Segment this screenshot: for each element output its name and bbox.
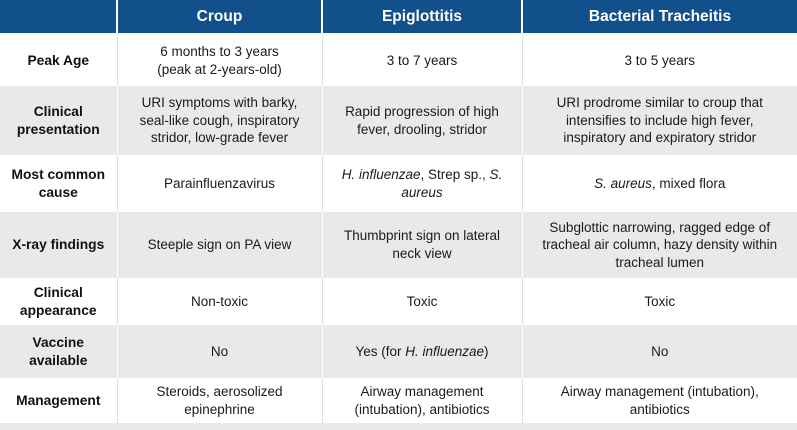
table-row: Most common cause Parainfluenzavirus H. … [0, 155, 797, 212]
cell-peak-age-epiglottitis: 3 to 7 years [321, 34, 522, 86]
row-label-clinical-presentation: Clinical presentation [16, 104, 100, 137]
cell-xray-findings-epiglottitis: Thumbprint sign on lateral neck view [321, 212, 522, 278]
table-row: Peak Age 6 months to 3 years (peak at 2-… [0, 34, 797, 86]
cell-management-epiglottitis: Airway management (intubation), antibiot… [321, 378, 522, 423]
cell-most-common-cause-croup: Parainfluenzavirus [116, 155, 322, 212]
cell-vaccine-available-bacterial-tracheitis: No [521, 325, 797, 378]
row-label-clinical-appearance: Clinical appearance [19, 285, 97, 318]
row-label-vaccine-available: Vaccine available [29, 335, 88, 368]
table-header-row: Croup Epiglottitis Bacterial Tracheitis [0, 0, 797, 35]
table-bottom-margin [0, 423, 797, 430]
row-label-xray-findings: X-ray findings [12, 237, 105, 253]
cell-most-common-cause-epiglottitis: H. influenzae, Strep sp., S. aureus [321, 155, 522, 212]
cell-xray-findings-croup: Steeple sign on PA view [116, 212, 322, 278]
column-header-epiglottitis: Epiglottitis [321, 0, 522, 35]
table-row: Management Steroids, aerosolized epineph… [0, 378, 797, 423]
row-label-management: Management [16, 392, 101, 408]
table-row: Clinical presentation URI symptoms with … [0, 86, 797, 155]
column-header-blank [0, 0, 117, 35]
cell-clinical-appearance-epiglottitis: Toxic [321, 278, 522, 325]
table-row: X-ray findings Steeple sign on PA view T… [0, 212, 797, 278]
cell-vaccine-available-croup: No [116, 325, 322, 378]
cell-clinical-appearance-bacterial-tracheitis: Toxic [521, 278, 797, 325]
column-header-croup: Croup [116, 0, 322, 35]
cell-management-bacterial-tracheitis: Airway management (intubation), antibiot… [521, 378, 797, 423]
cell-xray-findings-bacterial-tracheitis: Subglottic narrowing, ragged edge of tra… [521, 212, 797, 278]
cell-management-croup: Steroids, aerosolized epinephrine [116, 378, 322, 423]
cell-most-common-cause-bacterial-tracheitis: S. aureus, mixed flora [521, 155, 797, 212]
cell-vaccine-available-epiglottitis: Yes (for H. influenzae) [321, 325, 522, 378]
row-label-peak-age: Peak Age [27, 52, 90, 68]
cell-peak-age-croup: 6 months to 3 years (peak at 2-years-old… [116, 34, 322, 86]
cell-clinical-appearance-croup: Non-toxic [116, 278, 322, 325]
cell-clinical-presentation-croup: URI symptoms with barky, seal-like cough… [116, 86, 322, 155]
cell-peak-age-bacterial-tracheitis: 3 to 5 years [521, 34, 797, 86]
column-header-bacterial-tracheitis: Bacterial Tracheitis [521, 0, 797, 35]
row-label-most-common-cause: Most common cause [11, 167, 105, 200]
cell-clinical-presentation-bacterial-tracheitis: URI prodrome similar to croup that inten… [521, 86, 797, 155]
cell-clinical-presentation-epiglottitis: Rapid progression of high fever, droolin… [321, 86, 522, 155]
table-row: Clinical appearance Non-toxic Toxic Toxi… [0, 278, 797, 325]
table-row: Vaccine available No Yes (for H. influen… [0, 325, 797, 378]
